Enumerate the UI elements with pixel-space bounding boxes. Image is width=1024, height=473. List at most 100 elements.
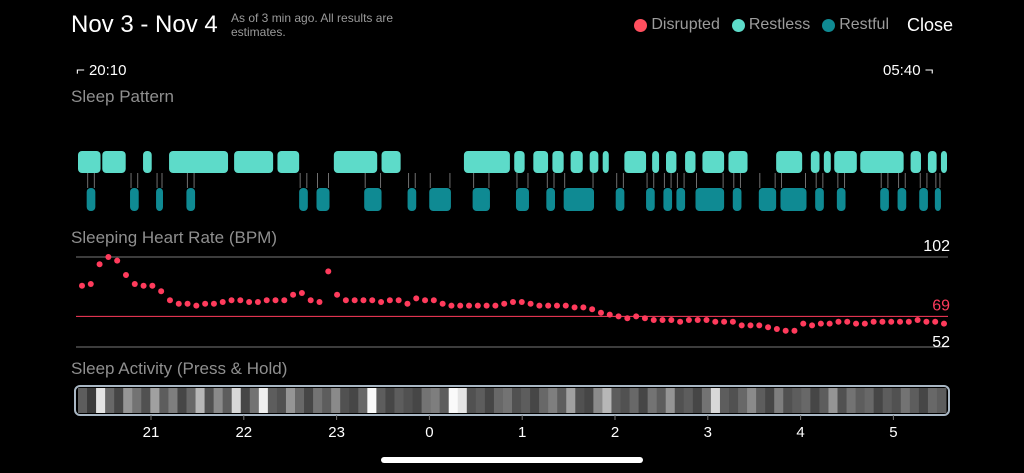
pattern-segment-restless [702,151,725,173]
activity-frame [74,385,950,416]
hour-label: 23 [328,424,345,441]
hour-label: 21 [143,424,160,441]
pattern-segment-restful [186,188,196,211]
activity-bar [457,388,468,413]
legend-disrupted-label: Disrupted [651,16,720,33]
hour-label: 1 [518,424,526,441]
activity-bar [204,388,215,413]
home-indicator[interactable] [381,457,643,463]
hr-point [527,300,534,307]
activity-bar [322,388,332,413]
activity-bar [792,388,802,413]
pattern-segment-restless [652,151,660,173]
pattern-segment-restful [86,188,96,211]
hr-point [703,317,710,323]
activity-bar [656,388,667,413]
pattern-segment-restful [156,188,163,211]
activity-bar [701,388,712,413]
hr-point [334,291,341,298]
hr-point [712,318,719,325]
pattern-segment-restful [130,188,139,211]
hr-point [668,317,675,323]
activity-bar [557,388,567,413]
hr-point [589,306,596,313]
activity-bar [602,388,612,413]
hr-point [861,320,868,327]
activity-bar [240,388,251,413]
pattern-segment-restless [776,151,803,173]
hr-point [219,299,226,305]
activity-bar [837,388,848,413]
hr-point [466,302,473,309]
pattern-segment-restless [810,151,820,173]
hr-point [290,291,297,298]
hr-point [562,302,569,309]
activity-bar [828,388,838,413]
hr-point [685,317,692,323]
pattern-segment-restful [815,188,824,211]
activity-bar [774,388,784,413]
activity-bar [846,388,857,413]
activity-bar [801,388,811,413]
hr-point [175,300,182,307]
activity-bar [367,388,377,413]
activity-bar [150,388,160,413]
pattern-segment-restful [646,188,655,211]
pattern-segment-restless [169,151,229,173]
pattern-segment-restful [758,188,777,211]
hr-point [765,324,772,331]
hr-point [114,257,121,264]
pattern-segment-restless [277,151,300,173]
pattern-segment-restless [333,151,378,173]
end-time-label: 05:40 [883,62,921,79]
activity-bar [222,388,233,413]
activity-bar [168,388,178,413]
start-time: ⌐ 20:10 [76,62,126,79]
hr-point [897,318,904,325]
hr-point [378,299,385,305]
activity-bar [421,388,432,413]
restless-dot-icon [731,18,745,32]
hr-point [694,317,701,323]
restful-dot-icon [822,18,836,32]
hr-point [448,302,455,309]
activity-bar [593,388,603,413]
pattern-segment-restful [780,188,807,211]
hr-point [457,302,464,309]
pattern-segment-restless [940,151,947,173]
activity-bar [349,388,359,413]
activity-bar [295,388,305,413]
hr-point [166,297,173,304]
hr-point [351,297,358,304]
hr-point [817,320,824,327]
pattern-segment-restful [615,188,625,211]
pattern-segment-restless [834,151,857,173]
sleep-activity-strip[interactable] [74,385,950,416]
hr-point [747,322,754,329]
pattern-segment-restful [472,188,490,211]
hr-max-label: 102 [923,238,950,255]
hr-min-label: 52 [932,334,950,351]
activity-bar [475,388,486,413]
pattern-segment-restful [364,188,382,211]
sleep-activity-title: Sleep Activity (Press & Hold) [71,359,288,378]
hr-point [782,327,789,334]
hour-label: 5 [889,424,897,441]
hr-point [615,313,622,320]
hr-point [941,320,947,327]
sleep-pattern-chart [78,151,947,211]
hr-point [853,320,860,327]
activity-bar [466,388,477,413]
activity-bar [430,388,441,413]
hr-point [281,297,288,304]
hr-point [545,302,552,309]
hr-point [325,268,332,275]
hr-point [307,297,314,304]
hr-point [641,315,648,322]
activity-bar [358,388,368,413]
close-button[interactable]: Close [907,15,954,35]
hr-point [580,304,587,311]
pattern-segment-restless [624,151,647,173]
activity-bar [276,388,287,413]
